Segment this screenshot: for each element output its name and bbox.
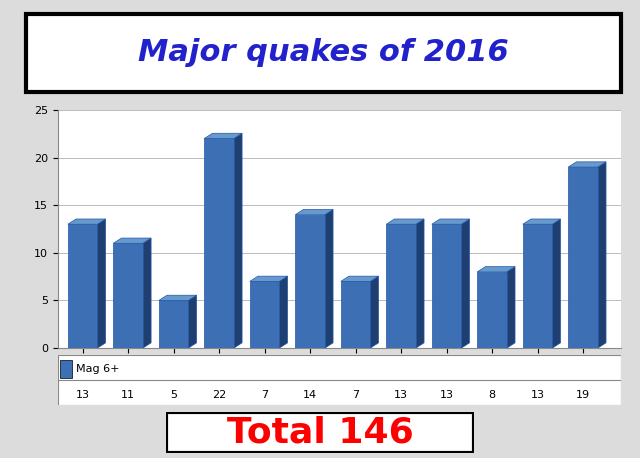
Text: 14: 14: [303, 390, 317, 400]
Polygon shape: [68, 219, 106, 224]
Polygon shape: [507, 267, 515, 348]
Polygon shape: [432, 224, 461, 348]
Polygon shape: [477, 267, 515, 272]
Polygon shape: [204, 133, 242, 138]
Text: 8: 8: [488, 390, 495, 400]
Text: 13: 13: [531, 390, 545, 400]
Text: Mag 6+: Mag 6+: [76, 364, 119, 374]
Polygon shape: [568, 162, 606, 167]
Text: 22: 22: [212, 390, 226, 400]
Polygon shape: [387, 224, 416, 348]
Text: 5: 5: [170, 390, 177, 400]
Polygon shape: [250, 281, 280, 348]
Polygon shape: [97, 219, 106, 348]
Polygon shape: [188, 295, 196, 348]
FancyBboxPatch shape: [166, 412, 474, 453]
Polygon shape: [416, 219, 424, 348]
Polygon shape: [295, 209, 333, 215]
Polygon shape: [325, 209, 333, 348]
Polygon shape: [598, 162, 606, 348]
Polygon shape: [523, 219, 561, 224]
Text: Major quakes of 2016: Major quakes of 2016: [138, 38, 509, 67]
Text: 19: 19: [576, 390, 590, 400]
Polygon shape: [552, 219, 561, 348]
FancyBboxPatch shape: [26, 14, 621, 92]
Polygon shape: [568, 167, 598, 348]
Polygon shape: [371, 276, 378, 348]
Text: 7: 7: [261, 390, 268, 400]
Polygon shape: [159, 295, 196, 300]
Polygon shape: [340, 276, 378, 281]
FancyBboxPatch shape: [60, 360, 72, 377]
Text: 11: 11: [121, 390, 135, 400]
Text: 13: 13: [440, 390, 454, 400]
Polygon shape: [143, 238, 151, 348]
Polygon shape: [113, 238, 151, 243]
Text: 13: 13: [394, 390, 408, 400]
Polygon shape: [523, 224, 552, 348]
Polygon shape: [234, 133, 242, 348]
Polygon shape: [461, 219, 470, 348]
Polygon shape: [432, 219, 470, 224]
FancyBboxPatch shape: [58, 355, 621, 405]
Text: Total 146: Total 146: [227, 416, 413, 450]
Polygon shape: [477, 272, 507, 348]
Polygon shape: [204, 138, 234, 348]
Text: 7: 7: [352, 390, 359, 400]
Polygon shape: [387, 219, 424, 224]
Polygon shape: [250, 276, 287, 281]
Polygon shape: [340, 281, 371, 348]
Text: 13: 13: [76, 390, 90, 400]
Polygon shape: [295, 215, 325, 348]
Polygon shape: [159, 300, 188, 348]
Polygon shape: [68, 224, 97, 348]
Polygon shape: [113, 243, 143, 348]
Polygon shape: [280, 276, 287, 348]
